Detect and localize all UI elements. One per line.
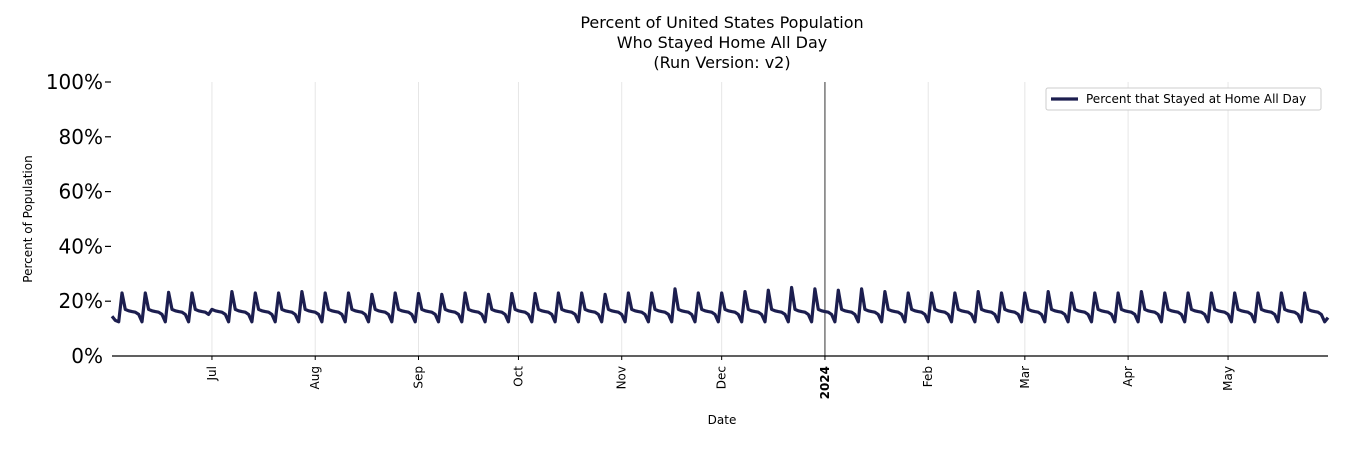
y-tick-label-100: 100% bbox=[46, 70, 103, 94]
y-tick-label-20: 20% bbox=[59, 289, 103, 313]
chart-title-line-1: Percent of United States Population bbox=[580, 13, 863, 32]
x-tick-label-jul: Jul bbox=[205, 366, 219, 381]
x-tick-label-may: May bbox=[1221, 366, 1235, 391]
chart-title: Percent of United States Population Who … bbox=[580, 13, 863, 72]
x-axis-label: Date bbox=[708, 413, 737, 427]
legend-box bbox=[1045, 87, 1322, 111]
x-tick-label-nov: Nov bbox=[615, 366, 629, 389]
x-tick-label-feb: Feb bbox=[921, 366, 935, 387]
x-tick-label-sep: Sep bbox=[411, 366, 425, 389]
y-tick-label-40: 40% bbox=[59, 234, 103, 258]
series-line-stayed-home bbox=[110, 285, 1330, 324]
x-tick-label-mar: Mar bbox=[1018, 366, 1032, 389]
x-tick-label-aug: Aug bbox=[308, 366, 322, 389]
y-axis-ticks: 0% 20% 40% 60% 80% 100% bbox=[46, 70, 111, 368]
legend-entry-label: Percent that Stayed at Home All Day bbox=[1086, 92, 1306, 106]
x-tick-label-apr: Apr bbox=[1121, 366, 1135, 387]
vertical-gridlines bbox=[211, 82, 1229, 356]
x-tick-label-dec: Dec bbox=[715, 366, 729, 389]
y-axis-label: Percent of Population bbox=[21, 155, 35, 282]
chart-title-line-2: Who Stayed Home All Day bbox=[617, 33, 827, 52]
x-tick-label-oct: Oct bbox=[511, 366, 525, 387]
y-tick-label-0: 0% bbox=[71, 344, 103, 368]
x-axis-ticks: Jul Aug Sep Oct Nov Dec 2024 Feb Mar Apr May bbox=[205, 356, 1235, 399]
y-tick-label-60: 60% bbox=[59, 180, 103, 204]
legend: Percent that Stayed at Home All Day bbox=[1045, 87, 1322, 111]
x-tick-label-2024: 2024 bbox=[818, 366, 832, 399]
chart-title-line-3: (Run Version: v2) bbox=[653, 53, 790, 72]
y-tick-label-80: 80% bbox=[59, 125, 103, 149]
